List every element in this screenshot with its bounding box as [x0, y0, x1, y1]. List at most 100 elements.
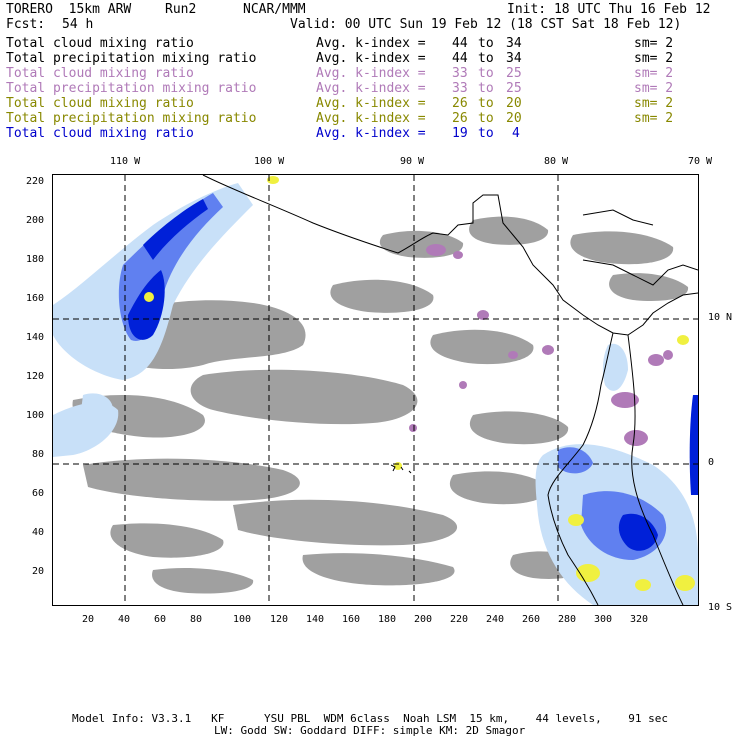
x-tick-label: 240 — [486, 614, 505, 625]
x-tick-label: 260 — [522, 614, 541, 625]
legend-index: Avg. k-index = — [316, 81, 426, 96]
legend-sm: sm= 2 — [634, 111, 674, 126]
legend-to: 20 — [506, 96, 522, 111]
lat-label-10n: 10 N — [708, 312, 733, 323]
y-tick-label: 180 — [26, 254, 45, 265]
yellow-cloud-patch — [677, 335, 689, 345]
fcst-value: 54 h — [62, 17, 94, 32]
blue-light-patch — [602, 343, 628, 391]
purple-cloud-patch — [459, 381, 467, 389]
blue-dark-patch — [689, 395, 698, 495]
valid-time: Valid: 00 UTC Sun 19 Feb 12 (18 CST Sat … — [290, 17, 682, 32]
legend-to-word: to — [478, 111, 494, 126]
x-tick-label: 320 — [630, 614, 649, 625]
legend-to-word: to — [478, 36, 494, 51]
blue-cloud-layer — [53, 183, 698, 605]
map-plot-area — [52, 174, 699, 606]
y-tick-label: 120 — [26, 371, 45, 382]
legend-index: Avg. k-index = — [316, 96, 426, 111]
yellow-cloud-patch — [144, 292, 154, 302]
purple-cloud-patch — [624, 430, 648, 446]
legend-to-word: to — [478, 51, 494, 66]
lon-label-80w: 80 W — [544, 156, 569, 167]
blue-dark-patch — [618, 513, 658, 551]
coastline-andes-border — [627, 334, 684, 605]
legend-index: Avg. k-index = — [316, 51, 426, 66]
legend-row: Total cloud mixing ratio Avg. k-index = … — [6, 126, 520, 141]
purple-cloud-patch — [663, 350, 673, 360]
legend-from: 19 — [452, 126, 468, 141]
y-tick-label: 220 — [26, 176, 45, 187]
x-tick-label: 220 — [450, 614, 469, 625]
lon-label-90w: 90 W — [400, 156, 425, 167]
legend-field: Total cloud mixing ratio — [6, 36, 194, 51]
y-tick-label: 160 — [26, 293, 45, 304]
legend-field: Total cloud mixing ratio — [6, 96, 194, 111]
yellow-cloud-patch — [675, 575, 695, 591]
x-tick-label: 40 — [118, 614, 131, 625]
coastline-south-america — [547, 332, 614, 605]
gray-cloud-patch — [609, 273, 689, 301]
fcst-label: Fcst: — [6, 17, 46, 32]
org-label: NCAR/MMM — [243, 2, 306, 17]
yellow-cloud-patch — [267, 176, 279, 184]
legend-field: Total precipitation mixing ratio — [6, 111, 257, 126]
x-tick-label: 300 — [594, 614, 613, 625]
purple-cloud-patch — [426, 244, 446, 256]
x-tick-label: 140 — [306, 614, 325, 625]
x-tick-label: 100 — [233, 614, 252, 625]
legend-to: 34 — [506, 51, 522, 66]
legend-field: Total precipitation mixing ratio — [6, 51, 257, 66]
coastline — [202, 175, 698, 605]
purple-cloud-patch — [453, 251, 463, 259]
purple-cloud-patch — [409, 424, 417, 432]
legend-sm: sm= 2 — [634, 96, 674, 111]
graticule — [53, 175, 698, 605]
blue-dark-patch — [143, 199, 208, 260]
legend-from: 33 — [452, 66, 468, 81]
model-info-line1: Model Info: V3.3.1 KF YSU PBL WDM 6class… — [72, 712, 669, 725]
legend-from: 26 — [452, 111, 468, 126]
x-tick-label: 120 — [270, 614, 289, 625]
purple-cloud-patch — [611, 392, 639, 408]
gray-cloud-patch — [233, 499, 458, 546]
gray-cloud-patch — [469, 216, 549, 245]
legend-index: Avg. k-index = — [316, 111, 426, 126]
y-tick-label: 40 — [32, 527, 45, 538]
legend-from: 33 — [452, 81, 468, 96]
legend-row: Total cloud mixing ratio Avg. k-index = … — [6, 36, 673, 51]
run-label: Run2 — [165, 2, 197, 17]
blue-light-patch — [81, 393, 113, 420]
legend-to: 25 — [506, 66, 522, 81]
blue-mid-patch — [558, 447, 593, 474]
legend-field: Total precipitation mixing ratio — [6, 81, 257, 96]
lat-label-0: 0 — [708, 457, 715, 468]
purple-cloud-patch — [508, 351, 518, 359]
gray-cloud-patch — [110, 523, 224, 558]
coastline-caribbean — [582, 259, 698, 286]
lon-label-110w: 110 W — [110, 156, 141, 167]
legend-row: Total precipitation mixing ratio Avg. k-… — [6, 51, 673, 66]
yellow-cloud-patch — [394, 462, 402, 470]
legend-to: 34 — [506, 36, 522, 51]
y-tick-label: 60 — [32, 488, 45, 499]
legend-row: Total precipitation mixing ratio Avg. k-… — [6, 81, 673, 96]
y-tick-label: 20 — [32, 566, 45, 577]
blue-dark-patch — [128, 270, 165, 340]
gray-cloud-patch — [302, 553, 455, 586]
legend-sm: sm= 2 — [634, 81, 674, 96]
legend-field: Total cloud mixing ratio — [6, 66, 194, 81]
x-tick-label: 180 — [378, 614, 397, 625]
legend-to-word: to — [478, 96, 494, 111]
gray-cloud-patch — [330, 279, 434, 313]
coastline-caribbean-island — [582, 209, 654, 226]
legend-index: Avg. k-index = — [316, 66, 426, 81]
gray-cloud-patch — [152, 568, 254, 594]
y-tick-label: 200 — [26, 215, 45, 226]
y-tick-label: 100 — [26, 410, 45, 421]
legend-index: Avg. k-index = — [316, 126, 426, 141]
legend-from: 44 — [452, 36, 468, 51]
lon-label-70w: 70 W — [688, 156, 713, 167]
legend-row: Total cloud mixing ratio Avg. k-index = … — [6, 66, 673, 81]
galapagos-islands — [390, 464, 412, 474]
